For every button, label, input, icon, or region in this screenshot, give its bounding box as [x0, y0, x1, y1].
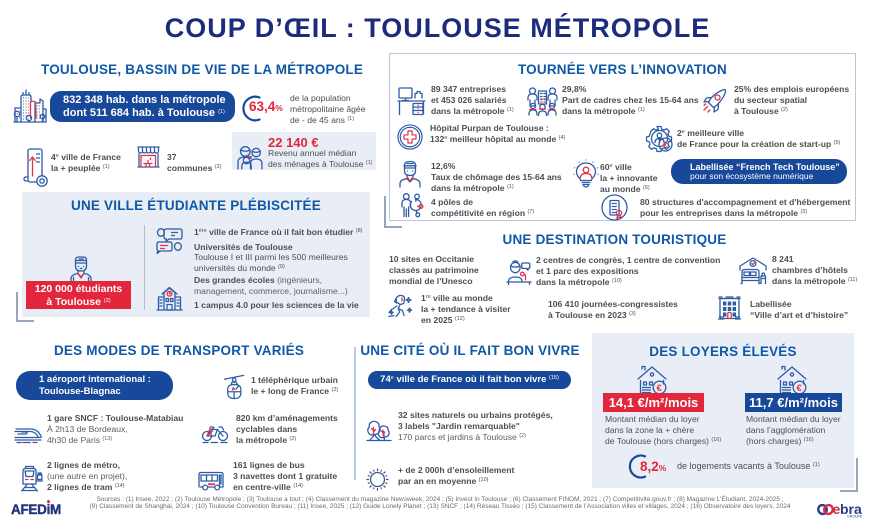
- svg-text:€: €: [797, 383, 803, 394]
- svg-text:GROUPE: GROUPE: [847, 515, 863, 519]
- svg-text:€: €: [663, 140, 668, 150]
- svg-text:e: e: [833, 501, 841, 517]
- svg-text:bra: bra: [840, 501, 862, 517]
- svg-text:€: €: [657, 383, 663, 394]
